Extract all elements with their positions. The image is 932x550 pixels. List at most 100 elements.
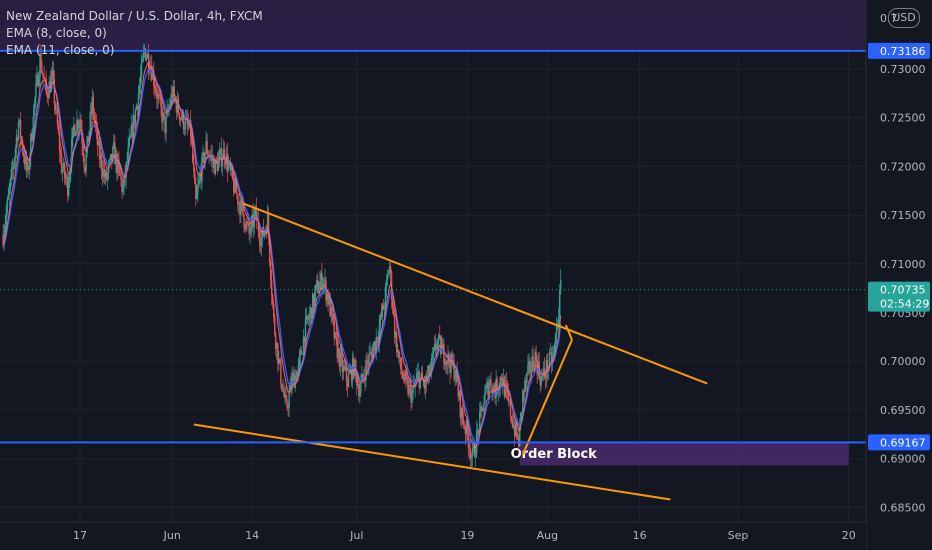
candle-body [333, 320, 335, 339]
candle-body [206, 140, 208, 154]
candle-body [140, 61, 143, 77]
candle-body [546, 360, 549, 372]
time-axis-bg [0, 522, 866, 550]
candle-body [314, 292, 316, 307]
candle-body [513, 424, 516, 436]
candle-body [458, 391, 460, 397]
candle-body [531, 356, 533, 370]
candle-body [315, 284, 317, 293]
candle-body [42, 73, 44, 77]
candle-body [210, 155, 212, 156]
price-tick-label: 0.69000 [880, 453, 926, 466]
time-tick-label: Jun [163, 529, 181, 542]
ema-11-legend[interactable]: EMA (11, close, 0) [6, 43, 115, 57]
candle-body [489, 379, 491, 384]
candle-body [535, 351, 537, 360]
order-block-label: Order Block [511, 447, 598, 462]
candle-body [318, 289, 320, 293]
candle-body [367, 362, 369, 366]
candle-body [180, 117, 183, 120]
candle-body [406, 377, 408, 381]
candle-body [157, 93, 159, 99]
candle-body [167, 109, 169, 111]
candle-body [104, 172, 107, 178]
chart-legend: New Zealand Dollar / U.S. Dollar, 4h, FX… [6, 8, 263, 59]
ema-8-legend[interactable]: EMA (8, close, 0) [6, 26, 107, 40]
candle-body [296, 371, 298, 382]
candle-body [404, 371, 406, 381]
candle-body [64, 177, 67, 179]
candle-body [11, 169, 14, 171]
candle-body [72, 127, 74, 139]
candle-body [255, 206, 257, 221]
candle-body [416, 373, 418, 379]
candle-body [506, 388, 509, 393]
candle-body [187, 124, 190, 128]
candle-body [350, 368, 353, 382]
candle-body [68, 182, 70, 197]
candle-body [389, 266, 392, 273]
candle-body [254, 206, 256, 214]
candle-body [481, 406, 483, 408]
candle-body [278, 358, 280, 364]
trendline [242, 202, 708, 385]
candle-body [391, 299, 394, 310]
candle-body [540, 377, 542, 386]
candle-body [453, 361, 455, 380]
candle-body [213, 158, 215, 174]
candle-body [397, 349, 399, 353]
candle-body [289, 382, 291, 393]
symbol-title[interactable]: New Zealand Dollar / U.S. Dollar, 4h, FX… [6, 9, 263, 23]
candle-body [422, 380, 425, 383]
trendline [193, 423, 671, 501]
candle-body [348, 372, 351, 374]
candle-body [194, 171, 196, 184]
candle-body [240, 199, 242, 215]
candle-body [105, 172, 108, 180]
candle-body [463, 425, 466, 428]
candle-body [165, 115, 167, 134]
candle-body [331, 306, 333, 316]
candle-body [290, 382, 292, 389]
candle-body [63, 163, 66, 178]
candle-body [244, 226, 246, 230]
candle-body [197, 185, 199, 193]
candle-body [286, 400, 288, 408]
candle-body [4, 224, 6, 234]
candle-body [396, 332, 398, 353]
candle-body [67, 177, 69, 197]
candle-body [504, 383, 507, 397]
candle-body [499, 377, 501, 387]
candle-body [321, 272, 323, 291]
candle-body [297, 365, 300, 372]
candle-body [222, 148, 225, 160]
candle-body [28, 166, 30, 171]
candle-body [510, 416, 513, 421]
candle-body [432, 348, 435, 355]
candle-body [516, 437, 519, 438]
candle-body [560, 280, 562, 290]
currency-button[interactable]: USD [888, 8, 920, 28]
candle-body [359, 393, 361, 397]
candle-body [417, 371, 419, 374]
candle-body [559, 289, 561, 318]
candle-body [235, 178, 237, 193]
candle-body [250, 220, 252, 234]
candle-body [316, 280, 318, 285]
candle-body [431, 354, 434, 358]
candle-body [117, 159, 119, 173]
candle-body [109, 158, 111, 164]
candle-body [219, 148, 222, 153]
candle-body [59, 150, 62, 154]
candle-body [205, 140, 207, 154]
candle-body [338, 348, 341, 367]
candle-body [320, 272, 322, 282]
candle-body [400, 357, 402, 370]
candle-body [22, 151, 25, 156]
candle-body [208, 155, 210, 157]
candle-body [407, 380, 409, 395]
candle-body [119, 167, 121, 176]
candle-body [508, 400, 511, 402]
current-price-box [868, 281, 930, 312]
